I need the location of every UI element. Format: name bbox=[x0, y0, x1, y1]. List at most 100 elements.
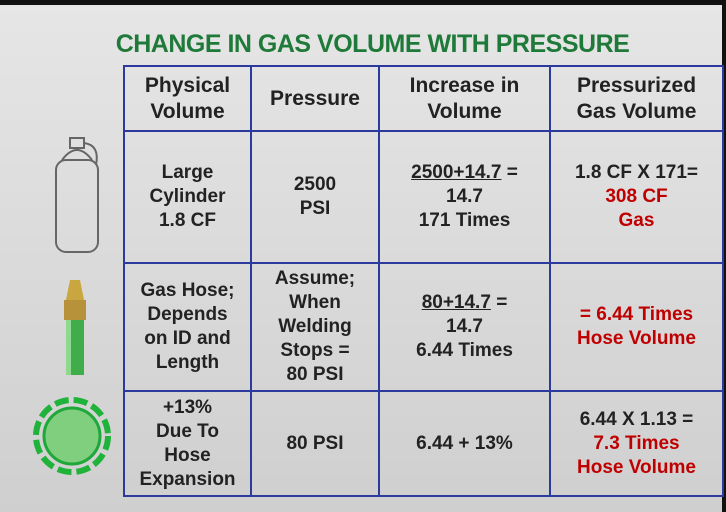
cell-text: 308 CF bbox=[605, 186, 668, 207]
cell-text: Volume bbox=[150, 99, 225, 123]
cell-text: Volume bbox=[427, 99, 502, 123]
cell-text: Due To bbox=[156, 420, 219, 442]
table-cell: 80+14.7 = 14.7 6.44 Times bbox=[378, 262, 551, 392]
cell-line: Assume; bbox=[252, 267, 378, 291]
cell-text: 2500 bbox=[293, 174, 337, 195]
cell-line: PSI bbox=[252, 197, 378, 221]
table-cell: 6.44 + 13% bbox=[378, 390, 551, 497]
cell-text: PSI bbox=[299, 198, 331, 219]
cell-line: Hose Volume bbox=[551, 327, 722, 351]
cell-line: 14.7 bbox=[380, 185, 549, 209]
cell-text: Length bbox=[155, 352, 220, 373]
cell-line: Hose Volume bbox=[551, 456, 722, 480]
cell-line: 1.8 CF bbox=[125, 209, 250, 233]
cell-text: 80 PSI bbox=[286, 364, 344, 385]
cell-text: Large bbox=[161, 162, 214, 183]
cell-text: Increase in bbox=[409, 73, 520, 97]
cell-line: 2500+14.7 = bbox=[380, 161, 549, 185]
header-row: Physical Volume Pressure Increase in Volume P… bbox=[123, 65, 724, 132]
cell-line: 308 CF bbox=[551, 185, 722, 209]
cell-text: Depends bbox=[147, 304, 228, 325]
cell-text: = bbox=[496, 292, 508, 313]
cell-line: 6.44 Times bbox=[380, 339, 549, 363]
cell-line: 6.44 X 1.13 = bbox=[551, 408, 722, 432]
cell-line: Hose bbox=[125, 444, 250, 468]
cell-line: 1.8 CF X 171= bbox=[551, 161, 722, 185]
cell-text: Hose Volume bbox=[577, 456, 696, 478]
cell-line: Gas Hose; bbox=[125, 279, 250, 303]
table-cell: = 6.44 Times Hose Volume bbox=[549, 262, 724, 392]
ring-icon bbox=[33, 397, 111, 475]
cell-line: Length bbox=[125, 351, 250, 375]
cell-text: 1.8 CF X 171= bbox=[574, 162, 699, 183]
cell-line: 7.3 Times bbox=[551, 432, 722, 456]
cell-line: Volume bbox=[380, 99, 549, 125]
cell-text: Gas Volume bbox=[576, 99, 697, 123]
header-cell: Physical Volume bbox=[123, 65, 252, 132]
frame bbox=[0, 0, 726, 5]
cell-text: Hose bbox=[164, 444, 211, 466]
table-cell: +13% Due To Hose Expansion bbox=[123, 390, 252, 497]
cell-text: = bbox=[506, 162, 518, 183]
cell-line: 80 PSI bbox=[252, 432, 378, 456]
cell-line: Increase in bbox=[380, 73, 549, 99]
cell-text: 6.44 Times bbox=[416, 340, 513, 361]
cell-line: = 6.44 Times bbox=[551, 303, 722, 327]
cell-text: 171 Times bbox=[418, 210, 511, 231]
table-cell: 2500 PSI bbox=[250, 130, 380, 264]
cell-line: Due To bbox=[125, 420, 250, 444]
cell-text: Pressure bbox=[270, 86, 360, 110]
icons bbox=[33, 137, 111, 475]
table-cell: 80 PSI bbox=[250, 390, 380, 497]
cell-text: Gas Hose; bbox=[140, 280, 235, 301]
table-cell: 2500+14.7 = 14.7 171 Times bbox=[378, 130, 551, 264]
cell-line: Expansion bbox=[125, 468, 250, 492]
table-cell: Large Cylinder 1.8 CF bbox=[123, 130, 252, 264]
table-row: Gas Hose; Depends on ID and Length Assume; Wh… bbox=[123, 262, 724, 392]
table-cell: Gas Hose; Depends on ID and Length bbox=[123, 262, 252, 392]
table-body: Large Cylinder 1.8 CF 2500 PSI 2500+14.7 = 14.… bbox=[123, 130, 724, 497]
title: CHANGE IN GAS VOLUME WITH PRESSURE bbox=[115, 30, 630, 58]
cell-line: Stops = bbox=[252, 339, 378, 363]
cell-line: Gas Volume bbox=[551, 99, 722, 125]
cell-text: 14.7 bbox=[446, 316, 483, 337]
cell-text: Physical bbox=[144, 73, 231, 97]
table-cell: 1.8 CF X 171= 308 CF Gas bbox=[549, 130, 724, 264]
cell-text: 1.8 CF bbox=[158, 210, 217, 231]
cell-line: 14.7 bbox=[380, 315, 549, 339]
header-cell: Increase in Volume bbox=[378, 65, 551, 132]
cell-text: Expansion bbox=[139, 468, 236, 490]
cell-line: 80 PSI bbox=[252, 363, 378, 387]
cell-line: Pressurized bbox=[551, 73, 722, 99]
cell-text: 6.44 + 13% bbox=[416, 432, 513, 454]
cell-line: +13% bbox=[125, 396, 250, 420]
cell-line: 171 Times bbox=[380, 209, 549, 233]
cell-line: Physical bbox=[125, 73, 250, 99]
header-cell: Pressure bbox=[250, 65, 380, 132]
cell-text: = 6.44 Times bbox=[579, 304, 694, 325]
table-cell: 6.44 X 1.13 = 7.3 Times Hose Volume bbox=[549, 390, 724, 497]
cell-text: +13% bbox=[162, 396, 213, 418]
cell-text: Gas bbox=[618, 210, 655, 231]
cell-line: 6.44 + 13% bbox=[380, 432, 549, 456]
cell-text: Cylinder bbox=[149, 186, 226, 207]
table-row: +13% Due To Hose Expansion 80 PSI 6.44 + 13% 6… bbox=[123, 390, 724, 497]
cell-line: Volume bbox=[125, 99, 250, 125]
cell-text: on ID and bbox=[144, 328, 231, 349]
table-cell: Assume; When Welding Stops = 80 PSI bbox=[250, 262, 380, 392]
cell-text: When bbox=[289, 292, 341, 313]
cell-line: on ID and bbox=[125, 327, 250, 351]
frame bbox=[722, 0, 726, 512]
cell-text: 7.3 Times bbox=[593, 432, 680, 454]
table: Physical Volume Pressure Increase in Volume P… bbox=[123, 65, 724, 497]
cell-text: Assume; bbox=[274, 268, 356, 289]
cell-line: Large bbox=[125, 161, 250, 185]
cell-line: Gas bbox=[551, 209, 722, 233]
cell-line: When bbox=[252, 291, 378, 315]
cell-text: 6.44 X 1.13 = bbox=[579, 408, 694, 430]
hose-icon bbox=[64, 280, 86, 375]
cell-text: 80 PSI bbox=[286, 432, 344, 454]
cell-line: Cylinder bbox=[125, 185, 250, 209]
cell-line: Pressure bbox=[252, 86, 378, 112]
